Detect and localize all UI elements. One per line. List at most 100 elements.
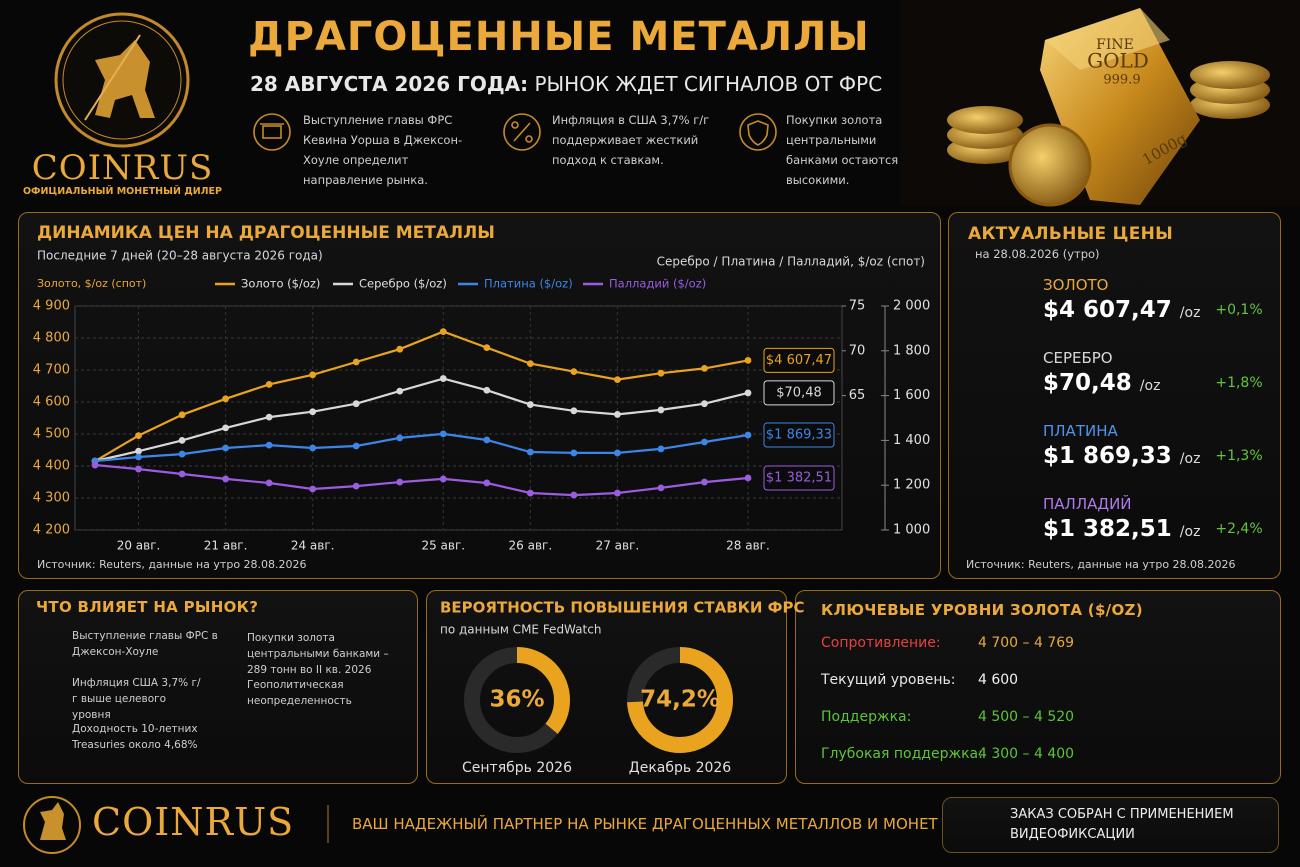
data-point: [570, 449, 578, 457]
logo: [54, 12, 190, 148]
factor: Инфляция США 3,7% г/г выше целевого уров…: [72, 677, 201, 721]
highlight: Покупки золота центральными банками оста…: [786, 113, 899, 187]
subtitle-date: 28 АВГУСТА 2026 ГОДА:: [250, 72, 529, 96]
data-point: [222, 475, 230, 483]
data-point: [657, 484, 665, 492]
y-tick-label: 4 500: [33, 427, 70, 442]
data-point: [265, 441, 273, 449]
data-point: [222, 395, 230, 403]
y-tick-label: 4 600: [33, 395, 70, 410]
data-point: [222, 444, 230, 452]
stamp-text: FINE: [1096, 37, 1134, 53]
data-point: [396, 434, 404, 442]
price-change: +0,1%: [1215, 302, 1263, 318]
chart-title: ДИНАМИКА ЦЕН НА ДРАГОЦЕННЫЕ МЕТАЛЛЫ: [37, 223, 495, 243]
data-point: [483, 479, 491, 487]
price-unit: /oz: [1139, 378, 1161, 394]
data-point: [526, 360, 534, 367]
end-label: $1 869,33: [766, 428, 832, 443]
price-unit: /oz: [1179, 305, 1201, 321]
data-point: [526, 489, 534, 497]
factor: Геополитическая неопределенность: [247, 679, 352, 707]
data-point: [352, 358, 360, 366]
data-point: [178, 470, 186, 478]
subtitle-text: РЫНОК ЖДЕТ СИГНАЛОВ ОТ ФРС: [534, 72, 883, 96]
data-point: [483, 344, 491, 351]
x-tick-label: 27 авг.: [596, 539, 640, 553]
level-value: 4 700 – 4 769: [978, 635, 1075, 651]
data-point: [701, 400, 708, 408]
data-point: [744, 357, 752, 364]
y3-tick-label: 2 000: [893, 299, 930, 314]
data-point: [309, 371, 317, 379]
metal-price: $4 607,47 /oz: [1043, 297, 1201, 323]
level-label: Глубокая поддержка:: [821, 746, 983, 762]
end-label-box: [763, 380, 835, 406]
x-tick-label: 25 авг.: [421, 539, 465, 553]
data-point: [701, 438, 708, 446]
data-point: [657, 445, 665, 453]
factors-title: ЧТО ВЛИЯЕТ НА РЫНОК?: [36, 598, 259, 616]
plot-area: [74, 305, 843, 531]
data-point: [526, 401, 534, 408]
data-point: [352, 482, 360, 490]
level-label: Поддержка:: [821, 709, 912, 725]
price-change: +1,3%: [1215, 448, 1263, 464]
y2-axis-title: Серебро / Платина / Палладий, $/oz (спот…: [657, 255, 925, 269]
y-tick-label: 4 700: [33, 363, 70, 378]
price-change: +1,8%: [1215, 375, 1263, 391]
note-box: [942, 797, 1279, 853]
data-point: [701, 365, 708, 372]
metal-price: $1 382,51 /oz: [1043, 516, 1201, 542]
y3-tick-label: 1 400: [893, 433, 930, 448]
legend-label: Платина ($/oz): [484, 277, 573, 291]
donut-category: Сентябрь 2026: [462, 760, 572, 776]
level-label: Текущий уровень:: [821, 672, 956, 688]
donut-arc: [464, 647, 570, 753]
data-point: [439, 375, 447, 382]
donut-arc: [627, 647, 733, 753]
x-tick-label: 28 авг.: [726, 539, 770, 553]
prices-date: на 28.08.2026 (утро): [975, 247, 1100, 261]
highlight: Выступление главы ФРС Кевина Уорша в Дже…: [303, 113, 463, 187]
levels-panel: [795, 590, 1281, 784]
level-value: 4 500 – 4 520: [978, 709, 1075, 725]
data-point: [439, 475, 447, 483]
data-point: [526, 448, 534, 456]
data-point: [178, 411, 186, 419]
y-tick-label: 4 300: [33, 491, 70, 506]
data-point: [744, 474, 752, 482]
price-change: +2,4%: [1215, 521, 1263, 537]
data-point: [135, 465, 142, 473]
factor: Доходность 10-летних Treasuries около 4,…: [72, 723, 198, 751]
stamp-text: 999.9: [1103, 73, 1140, 88]
subtitle: 28 АВГУСТА 2026 ГОДА: РЫНОК ЖДЕТ СИГНАЛО…: [250, 72, 882, 96]
series-line: [94, 432, 749, 463]
series-line: [94, 330, 749, 463]
y2-tick-label: 70: [849, 343, 866, 358]
brand-tagline: ОФИЦИАЛЬНЫЙ МОНЕТНЫЙ ДИЛЕР: [22, 186, 222, 197]
y-tick-label: 4 200: [33, 523, 70, 538]
data-point: [744, 389, 752, 397]
x-tick-label: 20 авг.: [117, 539, 161, 553]
data-point: [614, 449, 621, 457]
donut-subtitle: по данным CME FedWatch: [440, 623, 601, 637]
highlight-icons: [253, 113, 777, 151]
data-point: [178, 437, 186, 444]
factor: Покупки золота центральными банками – 28…: [247, 632, 389, 676]
metal-price: $70,48 /oz: [1043, 370, 1161, 396]
chart-source: Источник: Reuters, данные на утро 28.08.…: [37, 558, 307, 571]
level-label: Сопротивление:: [821, 635, 941, 651]
footer-logo: [23, 796, 329, 854]
series-line: [94, 463, 749, 497]
prices-title: АКТУАЛЬНЫЕ ЦЕНЫ: [968, 224, 1174, 244]
footer-note: ЗАКАЗ СОБРАН С ПРИМЕНЕНИЕМ ВИДЕОФИКСАЦИИ: [1010, 807, 1234, 842]
end-label: $4 607,47: [766, 353, 832, 368]
data-point: [701, 478, 708, 486]
data-point: [309, 485, 317, 493]
data-point: [657, 369, 665, 377]
y-axis-title: Золото, $/oz (спот): [37, 277, 146, 290]
end-label-box: [763, 347, 835, 373]
footer-slogan: ВАШ НАДЕЖНЫЙ ПАРТНЕР НА РЫНКЕ ДРАГОЦЕННЫ…: [352, 815, 938, 833]
